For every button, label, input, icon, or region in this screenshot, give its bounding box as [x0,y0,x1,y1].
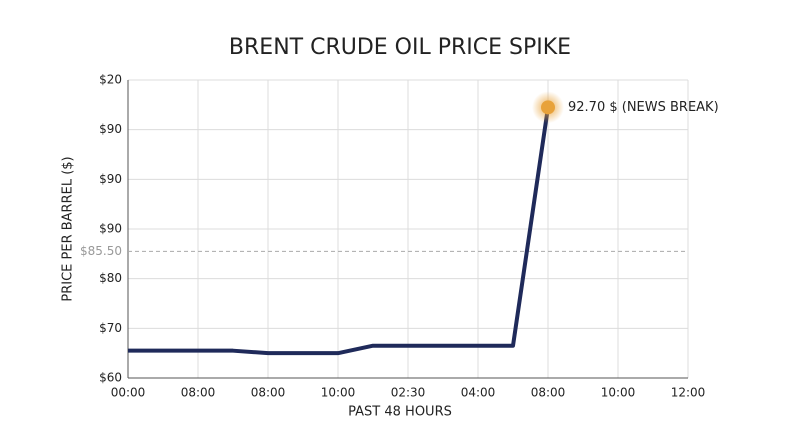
y-tick-label: $90 [99,172,122,186]
reference-label: $85.50 [80,244,122,258]
y-tick-label: $90 [99,222,122,236]
x-tick-label: 00:00 [111,386,146,400]
y-tick-label: $80 [99,271,122,285]
y-tick-label: $90 [99,122,122,136]
x-tick-label: 10:00 [321,386,356,400]
x-tick-label: 08:00 [531,386,566,400]
x-tick-label: 08:00 [181,386,216,400]
x-tick-label: 12:00 [671,386,706,400]
line [128,107,550,356]
x-tick-label: 02:30 [391,386,426,400]
chart-title: BRENT CRUDE OIL PRICE SPIKE [229,35,571,60]
x-tick-label: 08:00 [251,386,286,400]
x-tick-label: 10:00 [601,386,636,400]
x-tick-label: 04:00 [461,386,496,400]
annotation: 92.70 $ (NEWS BREAK) [568,100,719,115]
y-axis-title: PRICE PER BARREL ($) [61,156,76,301]
peak-marker [541,100,555,115]
x-axis-title: PAST 48 HOURS [348,405,452,420]
y-tick-label: $70 [99,321,122,335]
y-tick-label: $20 [99,73,122,87]
y-tick-label: $60 [99,371,122,385]
